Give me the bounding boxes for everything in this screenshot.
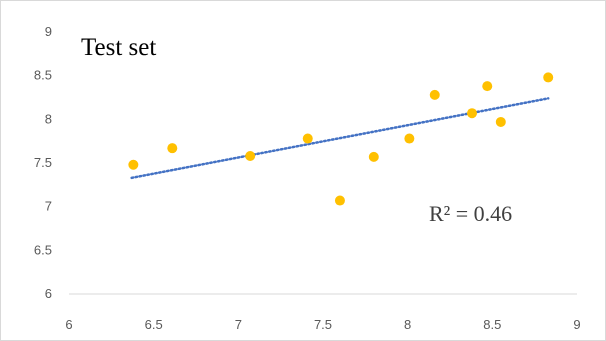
y-axis-tick-labels: 6 6.5 7 7.5 8 8.5 9: [34, 24, 52, 301]
y-tick-label: 9: [45, 24, 52, 39]
scatter-point: [302, 133, 313, 144]
trendline-group: [130, 97, 550, 180]
chart-title: Test set: [81, 34, 156, 61]
x-tick-label: 7: [235, 317, 242, 332]
y-tick-label: 6: [45, 286, 52, 301]
x-tick-label: 9: [573, 317, 580, 332]
scatter-point: [482, 81, 493, 92]
scatter-point: [128, 159, 139, 170]
data-points: [128, 72, 554, 206]
scatter-point: [543, 72, 554, 83]
scatter-point: [429, 89, 440, 100]
scatter-point: [334, 195, 345, 206]
x-tick-label: 6: [65, 317, 72, 332]
x-tick-label: 7.5: [314, 317, 332, 332]
y-tick-label: 8.5: [34, 68, 52, 83]
scatter-point: [167, 143, 178, 154]
y-tick-label: 8: [45, 111, 52, 126]
scatter-point: [467, 108, 478, 119]
y-tick-label: 7.5: [34, 155, 52, 170]
x-axis-tick-labels: 6 6.5 7 7.5 8 8.5 9: [65, 317, 580, 332]
scatter-point: [495, 116, 506, 127]
x-tick-label: 8.5: [483, 317, 501, 332]
y-tick-label: 7: [45, 199, 52, 214]
x-tick-label: 8: [404, 317, 411, 332]
y-tick-label: 6.5: [34, 242, 52, 257]
scatter-point: [404, 133, 415, 144]
scatter-point: [368, 151, 379, 162]
x-tick-label: 6.5: [145, 317, 163, 332]
scatter-point: [245, 151, 256, 162]
linear-trendline: [130, 97, 550, 180]
r-squared-label: R² = 0.46: [429, 201, 512, 226]
